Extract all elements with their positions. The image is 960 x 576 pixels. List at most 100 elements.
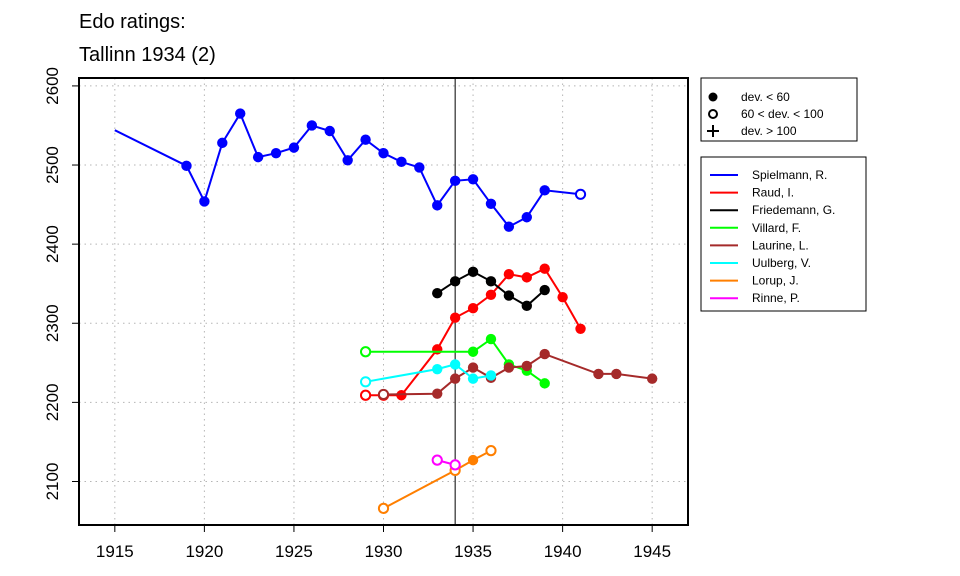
data-point xyxy=(396,390,407,401)
data-point xyxy=(377,388,390,401)
x-tick-label: 1930 xyxy=(365,542,403,561)
data-point xyxy=(574,188,587,200)
data-point xyxy=(575,323,586,334)
grid xyxy=(79,78,688,525)
data-point xyxy=(593,368,604,380)
data-point xyxy=(360,134,371,145)
filled-circle-icon xyxy=(708,92,718,102)
data-point xyxy=(485,198,497,209)
x-tick-label: 1940 xyxy=(544,542,582,561)
data-point xyxy=(485,445,497,457)
data-point xyxy=(377,502,390,514)
data-point xyxy=(414,162,425,173)
y-tick-label: 2500 xyxy=(43,146,62,184)
data-point xyxy=(485,370,497,381)
series-legend-label: Laurine, L. xyxy=(752,238,809,252)
data-point xyxy=(449,276,461,287)
data-point xyxy=(396,156,407,168)
data-point xyxy=(557,291,568,303)
data-point xyxy=(217,137,228,149)
series-legend: Spielmann, R. Raud, I. Friedemann, G. Villa… xyxy=(700,156,867,312)
data-point xyxy=(181,160,192,172)
series-legend-box xyxy=(700,156,867,312)
data-point xyxy=(467,373,479,384)
data-point xyxy=(449,312,461,323)
marker-legend-label: 60 < dev. < 100 xyxy=(741,107,824,121)
data-point xyxy=(521,272,532,283)
data-point xyxy=(432,388,443,399)
data-point xyxy=(503,290,515,301)
x-tick-label: 1920 xyxy=(185,542,223,561)
series-4 xyxy=(377,348,658,401)
data-point xyxy=(503,221,515,232)
data-point xyxy=(324,125,335,137)
data-point xyxy=(503,269,515,280)
series-5 xyxy=(359,359,497,388)
series-line xyxy=(383,449,492,510)
chart-title-line-1: Edo ratings: xyxy=(79,11,186,33)
data-point xyxy=(342,155,353,166)
marker-legend-box xyxy=(700,77,858,142)
y-tick-label: 2400 xyxy=(43,225,62,263)
series-6 xyxy=(377,445,497,514)
series-legend-label: Villard, F. xyxy=(752,221,801,235)
data-point xyxy=(431,454,443,466)
data-point xyxy=(539,378,550,389)
series-legend-label: Raud, I. xyxy=(752,186,794,200)
data-point xyxy=(449,359,461,370)
data-point xyxy=(521,360,532,372)
data-point xyxy=(449,373,461,384)
y-tick-label: 2200 xyxy=(43,383,62,421)
data-point xyxy=(252,151,264,163)
axes: 1915 1920 1925 1930 1935 1940 1945 2100 2200 2300… xyxy=(43,67,671,561)
data-point xyxy=(485,289,497,300)
open-circle-icon xyxy=(708,109,718,119)
data-point xyxy=(449,459,461,471)
data-point xyxy=(467,303,479,314)
data-point xyxy=(521,300,532,312)
data-point xyxy=(288,142,300,153)
chart-title-line-2: Tallinn 1934 (2) xyxy=(79,44,216,66)
series-legend-label: Spielmann, R. xyxy=(752,168,827,182)
data-point xyxy=(611,368,622,380)
data-point xyxy=(270,147,282,159)
data-point xyxy=(467,362,479,373)
data-point xyxy=(521,212,532,223)
data-point xyxy=(539,284,550,296)
data-point xyxy=(467,174,479,185)
data-point xyxy=(432,344,443,355)
y-tick-label: 2100 xyxy=(43,463,62,501)
data-point xyxy=(432,200,443,211)
marker-legend: dev. < 60 60 < dev. < 100 dev. > 100 xyxy=(700,77,858,142)
x-tick-label: 1925 xyxy=(275,542,313,561)
data-point xyxy=(432,363,443,375)
series-legend-label: Rinne, P. xyxy=(752,291,800,305)
x-tick-label: 1945 xyxy=(633,542,671,561)
series-2 xyxy=(432,266,550,312)
data-point xyxy=(199,196,210,207)
data-point xyxy=(432,287,443,299)
x-tick-label: 1935 xyxy=(454,542,492,561)
data-point xyxy=(646,373,658,384)
series-group xyxy=(114,108,658,514)
series-7 xyxy=(431,454,461,471)
data-point xyxy=(539,348,550,360)
data-point xyxy=(449,175,461,187)
data-point xyxy=(485,276,497,287)
data-point xyxy=(378,147,389,159)
y-tick-label: 2300 xyxy=(43,304,62,342)
data-point xyxy=(359,376,372,388)
data-point xyxy=(539,185,550,196)
series-legend-label: Lorup, J. xyxy=(752,274,799,288)
data-point xyxy=(539,263,550,274)
data-point xyxy=(359,389,372,401)
data-point xyxy=(485,333,497,345)
marker-legend-label: dev. > 100 xyxy=(741,124,797,138)
marker-legend-label: dev. < 60 xyxy=(741,90,790,104)
data-point xyxy=(467,454,479,466)
series-legend-label: Uulberg, V. xyxy=(752,256,811,270)
data-point xyxy=(306,120,318,131)
x-tick-label: 1915 xyxy=(96,542,134,561)
data-point xyxy=(503,362,515,373)
